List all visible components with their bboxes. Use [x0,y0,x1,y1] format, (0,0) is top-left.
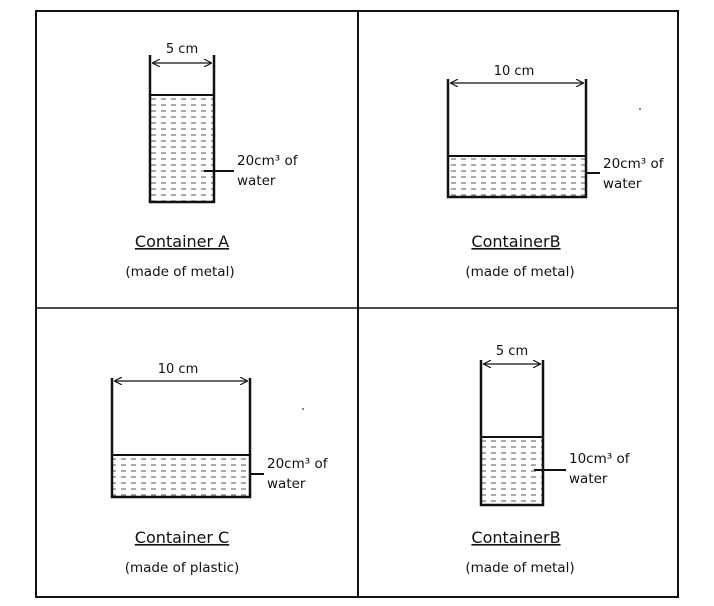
walls-b-narrow [479,360,545,507]
volume-label-b-wide-1: 20cm³ of [603,156,665,172]
water-surface-c [112,454,250,456]
material-container-b-wide: (made of metal) [465,264,574,280]
water-b-narrow [481,438,543,505]
volume-label-a-1: 20cm³ of [237,153,299,169]
title-container-b-narrow: ContainerB [471,528,560,547]
volume-label-c-2: water [267,476,306,492]
walls-a [148,55,216,204]
water-a [150,95,214,202]
title-container-a: Container A [135,232,229,251]
panel-container-b-wide: 10 cm 20cm³ of water ContainerB (made of… [446,64,665,280]
title-container-c: Container C [135,528,229,547]
container-a [148,55,216,204]
material-container-c: (made of plastic) [125,560,240,576]
water-surface-b-narrow [481,436,543,438]
grid-frame [35,10,679,598]
panel-container-c: 10 cm 20cm³ of water Container C (made o… [110,362,329,576]
panel-container-a: 5 cm 20cm³ of water Container A (made of… [125,42,298,280]
dimension-label-b-wide: 10 cm [494,64,535,79]
water-surface-a [150,94,214,96]
dimension-label-b-narrow: 5 cm [496,344,528,359]
walls-c [110,378,252,499]
material-container-a: (made of metal) [125,264,234,280]
volume-label-b-narrow-2: water [569,471,608,487]
title-container-b-wide: ContainerB [471,232,560,251]
volume-label-b-wide-2: water [603,176,642,192]
material-container-b-narrow: (made of metal) [465,560,574,576]
volume-label-a-2: water [237,173,276,189]
container-b-wide [446,79,588,199]
stray-dot-b [639,108,641,110]
container-c [110,378,252,499]
water-c [112,456,250,497]
dimension-label-c: 10 cm [158,362,199,377]
walls-b-wide [446,79,588,199]
water-b-wide [448,157,586,197]
panel-container-b-narrow: 5 cm 10cm³ of water ContainerB (made of … [465,344,630,576]
water-surface-b-wide [448,155,586,157]
volume-label-c-1: 20cm³ of [267,456,329,472]
container-b-narrow [479,360,545,507]
volume-label-b-narrow-1: 10cm³ of [569,451,631,467]
dimension-label-a: 5 cm [166,42,198,57]
stray-dot-c [302,408,304,410]
